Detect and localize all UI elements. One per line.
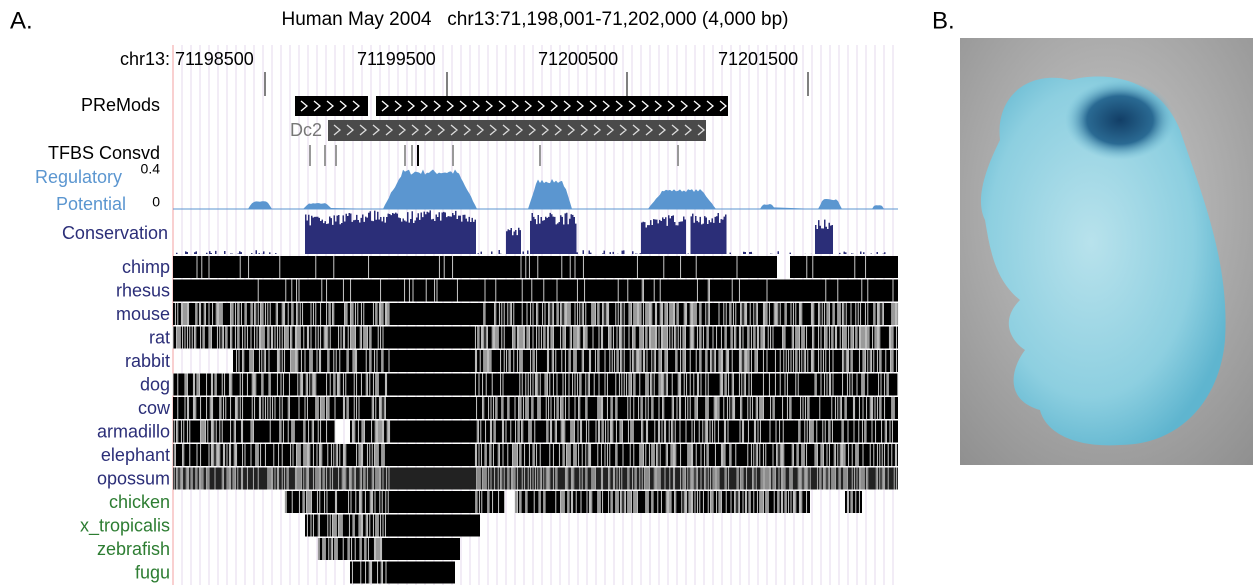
species-label: cow [138, 398, 171, 418]
strand-arrows [333, 124, 706, 136]
species-label: rat [149, 327, 170, 347]
browser-header: Human May 2004 chr13:71,198,001-71,202,0… [281, 9, 788, 30]
alignment-block [318, 538, 460, 560]
alignment-block [173, 279, 898, 302]
ruler-position: 71198500 [175, 49, 254, 69]
stained-region [1065, 80, 1175, 160]
species-label: mouse [116, 304, 170, 324]
alignment-gaps [257, 279, 894, 302]
tracks: 71198500 71199500 71200500 71201500 chimp rhe… [80, 49, 899, 584]
alignment-gaps [236, 350, 898, 372]
alignment-block [285, 491, 862, 513]
ruler-label: chr13: [120, 49, 170, 69]
alignment-block [173, 420, 898, 443]
alignment-block [305, 514, 480, 537]
alignment-gaps [173, 420, 893, 443]
dc2-block [328, 120, 706, 141]
alignment-gaps [174, 303, 899, 325]
conservation-area [176, 210, 886, 254]
ruler-position: 71200500 [538, 49, 618, 69]
species-label: dog [140, 374, 170, 394]
species-label: zebrafish [97, 539, 170, 559]
species-label: fugu [135, 562, 170, 582]
embryo [980, 76, 1226, 446]
species-label: chicken [109, 492, 170, 512]
regulatory-area [173, 169, 898, 209]
track-label: PReMods [81, 95, 160, 115]
track-label: Dc2 [290, 120, 322, 140]
ruler-position: 71199500 [357, 49, 436, 69]
species-label: rabbit [125, 351, 170, 371]
ruler-position: 71201500 [718, 49, 798, 69]
alignment-block [173, 256, 898, 278]
axis-label: 0 [152, 194, 160, 210]
alignment-gaps [172, 326, 898, 349]
panel-label: A. [10, 7, 33, 34]
alignment-gaps [172, 373, 899, 396]
alignment-gaps [284, 491, 860, 513]
alignment-block [173, 303, 898, 325]
species-label: opossum [97, 468, 170, 488]
alignment-gaps [196, 256, 867, 278]
alignment-block [350, 561, 455, 584]
alignment-gaps [351, 561, 387, 584]
track-label: Potential [56, 194, 126, 214]
species-label: armadillo [97, 421, 170, 441]
track-label: Regulatory [35, 167, 122, 187]
track-label: TFBS Consvd [48, 143, 160, 163]
strand-arrows [300, 100, 361, 112]
strand-arrows [381, 100, 728, 112]
species-label: rhesus [116, 280, 170, 300]
alignment-gaps [177, 397, 895, 419]
species-label: elephant [101, 445, 170, 465]
alignment-block [173, 444, 898, 466]
track-label: Conservation [62, 223, 168, 243]
alignment-gaps [317, 538, 383, 560]
alignment-gaps [173, 467, 898, 490]
premod-block [295, 96, 368, 116]
alignment-gaps [306, 514, 386, 537]
alignment-gaps [173, 444, 898, 466]
axis-label: 0.4 [141, 161, 161, 177]
species-label: x_tropicalis [80, 515, 170, 536]
premod-block [376, 96, 728, 116]
panel-label: B. [932, 7, 955, 34]
species-label: chimp [122, 257, 170, 277]
